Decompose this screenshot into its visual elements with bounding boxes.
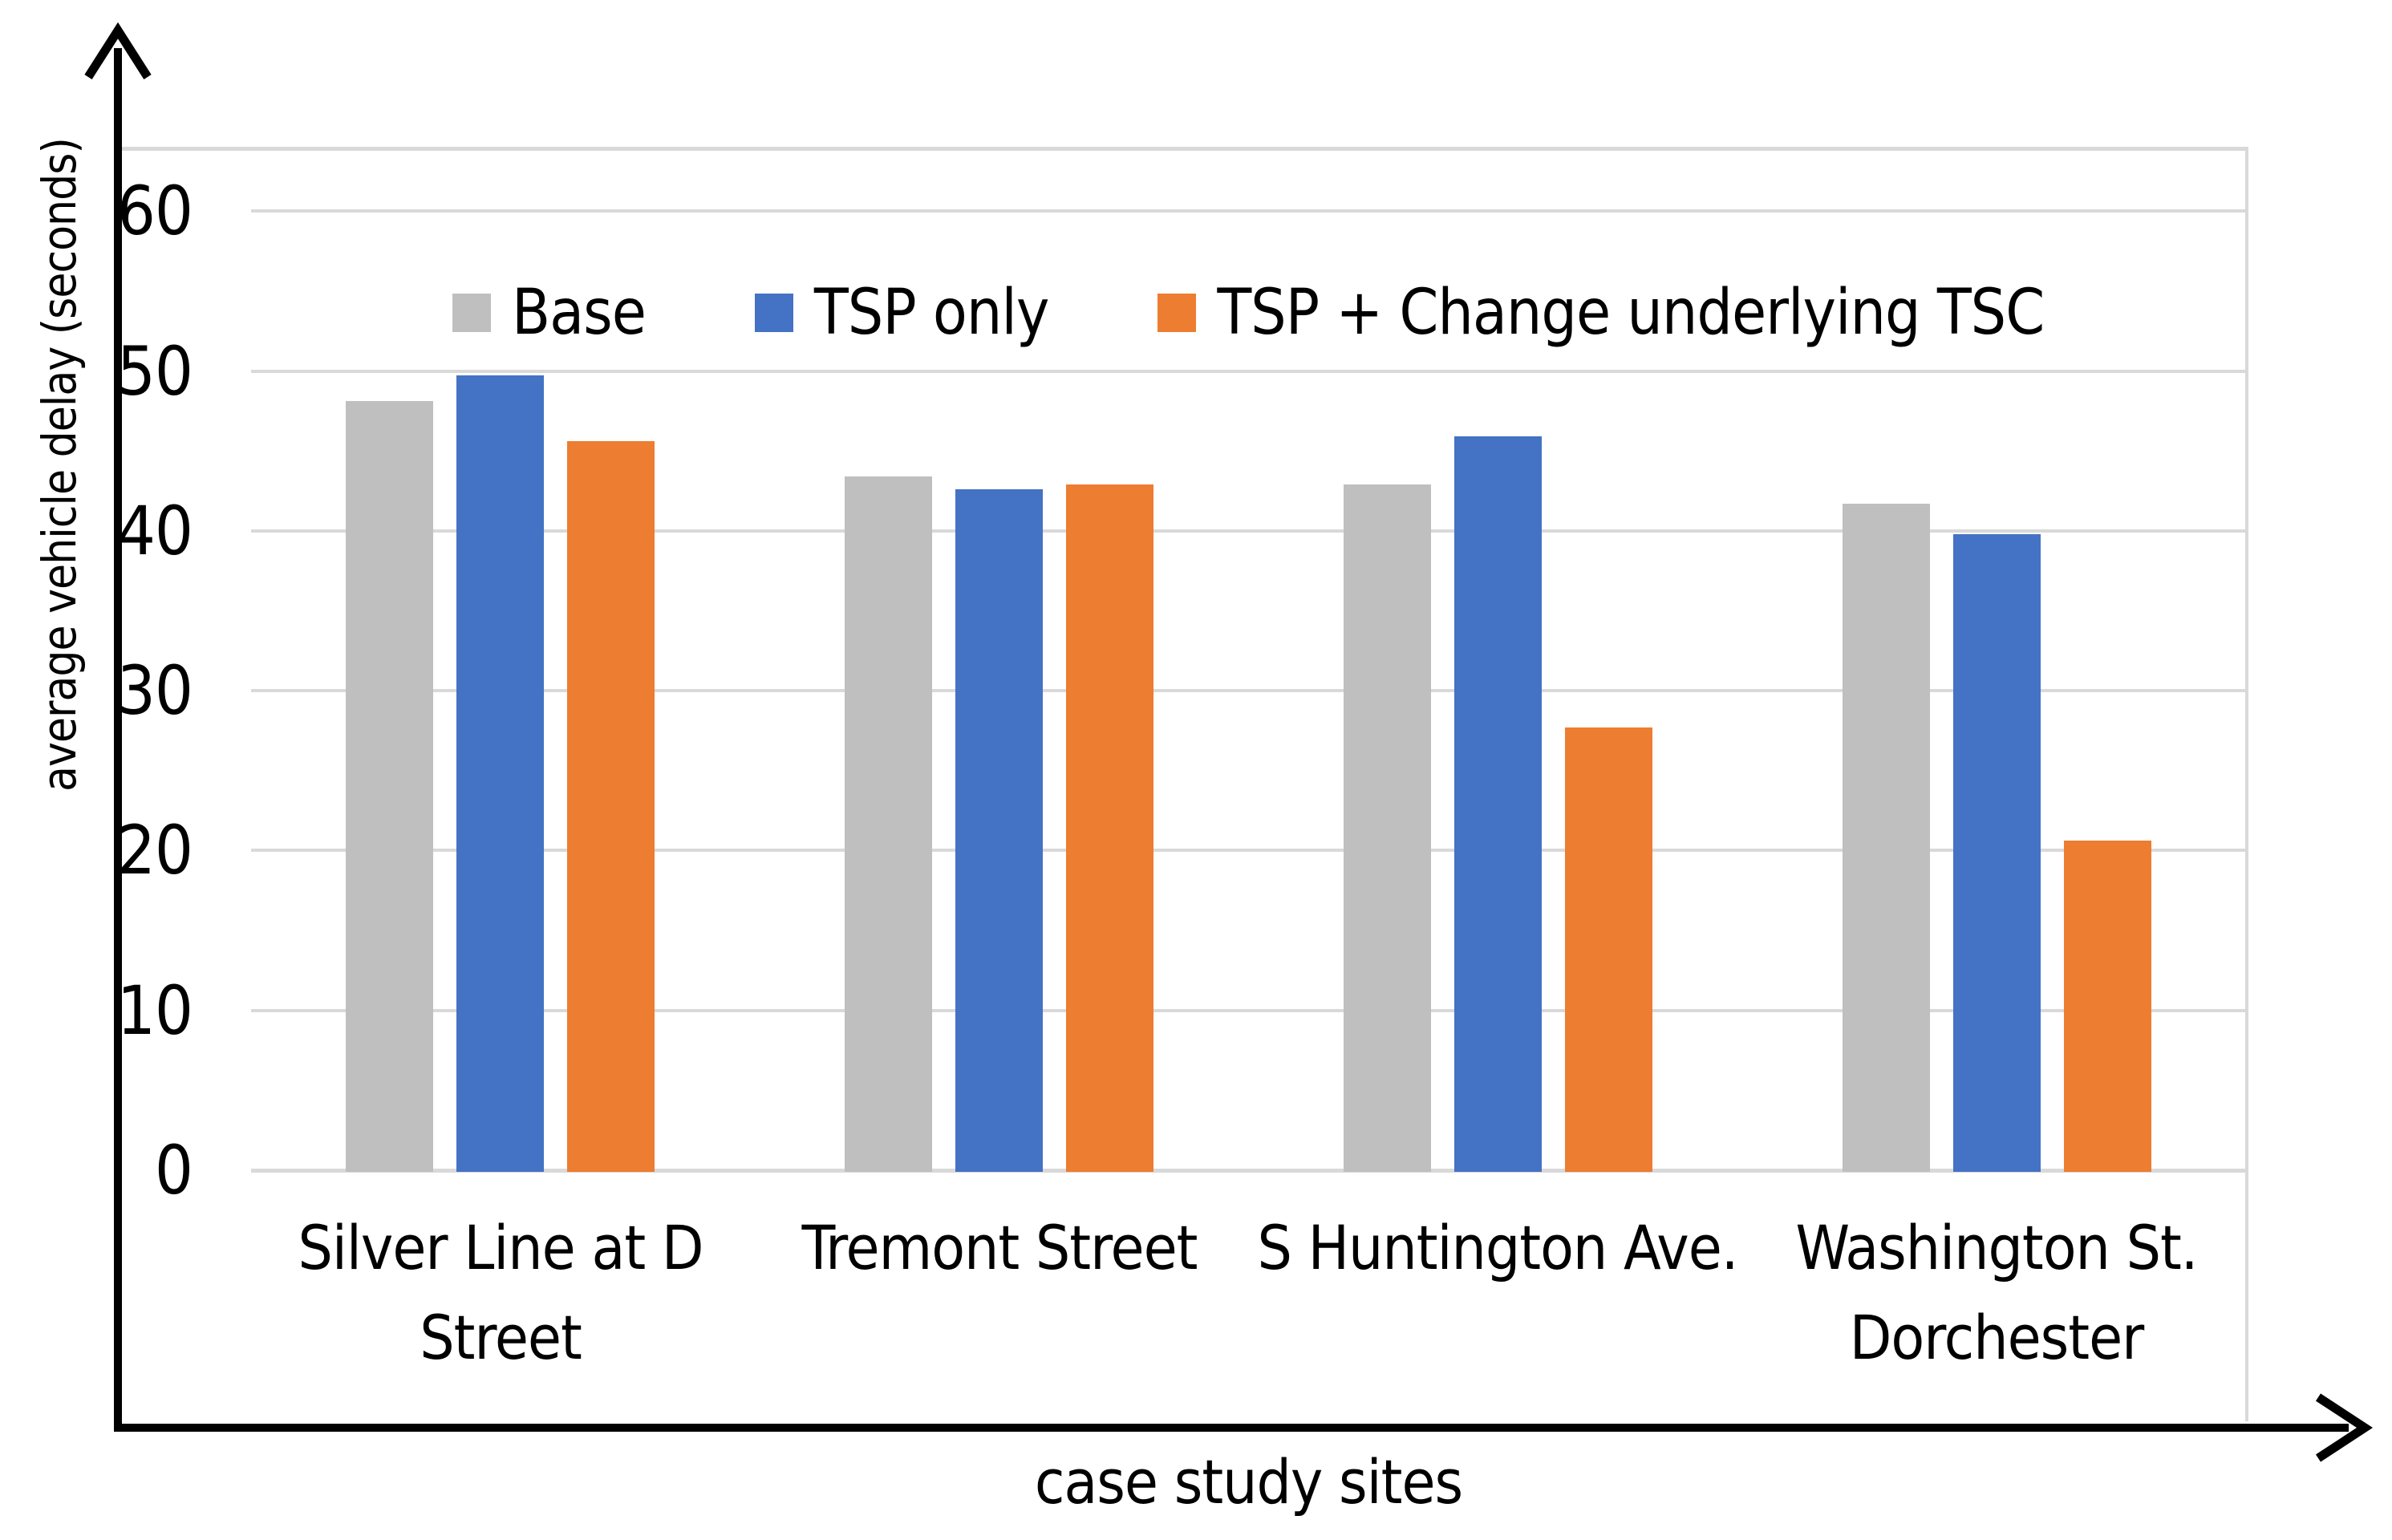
- bar-series0-cat1: [845, 476, 932, 1172]
- category-label-line: S Huntington Ave.: [1257, 1212, 1738, 1283]
- legend-swatch-tsp-tsc: [1157, 294, 1197, 332]
- gridline-30: [251, 689, 2246, 692]
- y-tick-label-40: 40: [116, 492, 193, 570]
- bar-series1-cat2: [1454, 436, 1542, 1172]
- x-axis-zero-line: [251, 1169, 2246, 1173]
- y-tick-label-0: 0: [154, 1131, 193, 1210]
- category-label-line: Tremont Street: [801, 1212, 1198, 1283]
- y-tick-label-50: 50: [116, 332, 193, 411]
- gridline-60: [251, 209, 2246, 213]
- legend-label-tsp-tsc: TSP + Change underlying TSC: [1217, 277, 2045, 349]
- bar-series2-cat0: [567, 441, 655, 1172]
- category-label-0: Silver Line at D Street: [224, 1203, 777, 1383]
- category-label-1: Tremont Street: [723, 1203, 1276, 1293]
- gridline-20: [251, 849, 2246, 852]
- bar-series0-cat3: [1843, 504, 1930, 1172]
- category-label-line: Silver Line at D: [298, 1212, 703, 1283]
- category-label-line: Street: [420, 1302, 582, 1373]
- category-label-line: Dorchester: [1849, 1302, 2145, 1373]
- bar-series0-cat2: [1344, 484, 1431, 1172]
- bar-series1-cat3: [1953, 534, 2041, 1172]
- y-tick-label-10: 10: [116, 971, 193, 1050]
- legend-item-base: Base: [452, 277, 647, 349]
- plot-area: [120, 147, 2248, 1421]
- x-axis-arrowhead-icon: [2315, 1393, 2374, 1462]
- bar-series2-cat3: [2064, 841, 2151, 1172]
- legend-label-tsp-only: TSP only: [813, 277, 1049, 349]
- legend-item-tsp-tsc: TSP + Change underlying TSC: [1157, 277, 2045, 349]
- gridline-40: [251, 529, 2246, 533]
- category-label-3: Washington St. Dorchester: [1720, 1203, 2273, 1383]
- bar-series0-cat0: [346, 401, 433, 1172]
- chart-legend: Base TSP only TSP + Change underlying TS…: [452, 273, 2045, 353]
- category-label-line: Washington St.: [1795, 1212, 2199, 1283]
- y-axis-title: average vehicle delay (seconds): [32, 138, 87, 792]
- bar-series1-cat0: [456, 375, 544, 1172]
- bar-series1-cat1: [955, 489, 1043, 1172]
- legend-label-base: Base: [512, 277, 647, 349]
- gridline-10: [251, 1009, 2246, 1012]
- bar-series2-cat2: [1565, 727, 1652, 1172]
- y-tick-label-20: 20: [116, 811, 193, 890]
- bar-series2-cat1: [1066, 484, 1153, 1172]
- y-tick-label-30: 30: [116, 651, 193, 730]
- y-axis-arrowhead-icon: [84, 22, 152, 79]
- category-label-2: S Huntington Ave.: [1221, 1203, 1774, 1293]
- y-tick-label-60: 60: [116, 172, 193, 250]
- legend-item-tsp-only: TSP only: [754, 277, 1049, 349]
- legend-swatch-tsp-only: [754, 294, 793, 332]
- x-axis-title: case study sites: [1034, 1446, 1463, 1518]
- legend-swatch-base: [452, 294, 491, 332]
- gridline-50: [251, 370, 2246, 373]
